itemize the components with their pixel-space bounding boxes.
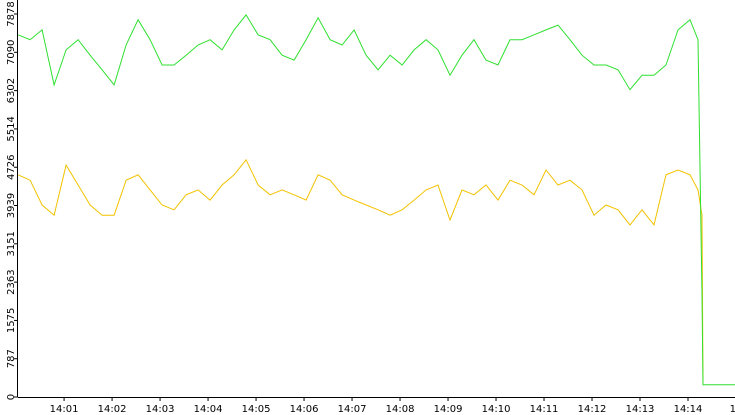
x-tick-label: 14:04 (194, 404, 223, 415)
series-line (17, 158, 704, 385)
y-tick-label: 2363 (6, 269, 17, 294)
y-tick-label: 5514 (6, 116, 17, 141)
series-line (17, 14, 735, 386)
x-tick-label: 14:01 (50, 404, 79, 415)
y-tick-label: 7878 (6, 1, 17, 26)
x-tick-label: 14:09 (434, 404, 463, 415)
y-tick-label: 0 (6, 394, 17, 400)
x-tick-label: 14:14 (674, 404, 703, 415)
x-tick-label: 14:02 (98, 404, 127, 415)
y-tick-label: 3939 (6, 193, 17, 218)
x-tick-label: 14:07 (338, 404, 367, 415)
x-tick-label: 14:03 (146, 404, 175, 415)
y-tick-label: 6302 (6, 78, 17, 103)
x-tick-label: 14:06 (290, 404, 319, 415)
y-tick-label: 7090 (6, 40, 17, 65)
y-tick-label: 1575 (6, 308, 17, 333)
x-tick-label: 14:05 (242, 404, 271, 415)
x-tick-label: 14:08 (386, 404, 415, 415)
x-tick-label: 14:13 (626, 404, 655, 415)
x-tick-label: 14:12 (578, 404, 607, 415)
x-tick-label: 14:10 (482, 404, 511, 415)
x-tick-label: 14:11 (530, 404, 559, 415)
y-tick-label: 4726 (6, 155, 17, 180)
y-tick-label: 787 (6, 349, 17, 368)
x-tick-label: 14 (730, 404, 735, 415)
y-tick-label: 3151 (6, 231, 17, 256)
